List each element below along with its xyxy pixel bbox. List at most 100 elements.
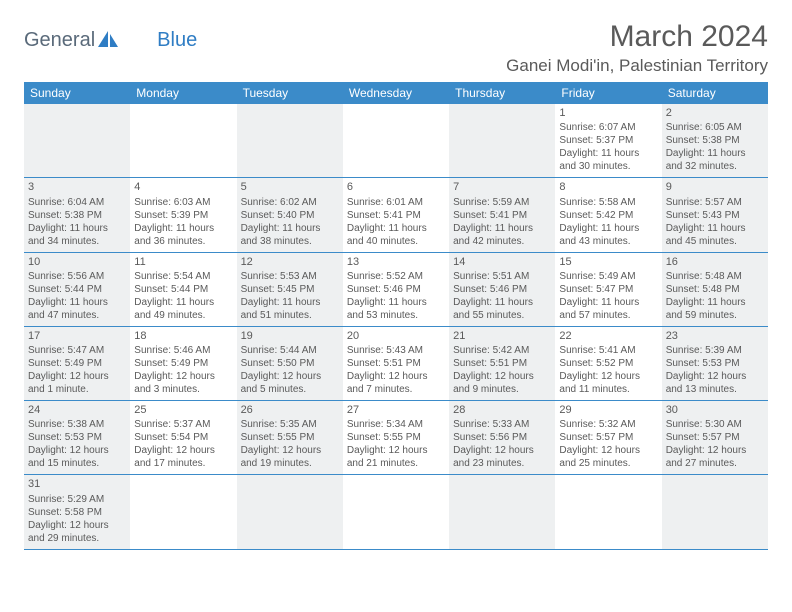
week-row: 3Sunrise: 6:04 AMSunset: 5:38 PMDaylight… [24, 178, 768, 252]
day-number: 4 [134, 180, 232, 194]
daylight-line: Daylight: 12 hours and 17 minutes. [134, 444, 232, 470]
weeks-container: 1Sunrise: 6:07 AMSunset: 5:37 PMDaylight… [24, 104, 768, 550]
day-number: 23 [666, 329, 764, 343]
day-cell: 22Sunrise: 5:41 AMSunset: 5:52 PMDayligh… [555, 327, 661, 400]
sunrise-line: Sunrise: 5:35 AM [241, 418, 339, 431]
sunrise-line: Sunrise: 5:54 AM [134, 270, 232, 283]
day-cell: 28Sunrise: 5:33 AMSunset: 5:56 PMDayligh… [449, 401, 555, 474]
week-row: 31Sunrise: 5:29 AMSunset: 5:58 PMDayligh… [24, 475, 768, 549]
day-cell: 23Sunrise: 5:39 AMSunset: 5:53 PMDayligh… [662, 327, 768, 400]
day-cell: 14Sunrise: 5:51 AMSunset: 5:46 PMDayligh… [449, 253, 555, 326]
sunrise-line: Sunrise: 6:07 AM [559, 121, 657, 134]
sunrise-line: Sunrise: 5:49 AM [559, 270, 657, 283]
day-cell: 10Sunrise: 5:56 AMSunset: 5:44 PMDayligh… [24, 253, 130, 326]
sunrise-line: Sunrise: 5:34 AM [347, 418, 445, 431]
sunrise-line: Sunrise: 5:59 AM [453, 196, 551, 209]
weekday-header-row: SundayMondayTuesdayWednesdayThursdayFrid… [24, 82, 768, 104]
sunset-line: Sunset: 5:54 PM [134, 431, 232, 444]
location: Ganei Modi'in, Palestinian Territory [506, 56, 768, 76]
day-cell [130, 104, 236, 177]
day-cell: 2Sunrise: 6:05 AMSunset: 5:38 PMDaylight… [662, 104, 768, 177]
day-cell: 13Sunrise: 5:52 AMSunset: 5:46 PMDayligh… [343, 253, 449, 326]
day-cell [237, 475, 343, 548]
daylight-line: Daylight: 11 hours and 40 minutes. [347, 222, 445, 248]
day-cell: 1Sunrise: 6:07 AMSunset: 5:37 PMDaylight… [555, 104, 661, 177]
daylight-line: Daylight: 12 hours and 21 minutes. [347, 444, 445, 470]
day-number: 2 [666, 106, 764, 120]
sunset-line: Sunset: 5:53 PM [666, 357, 764, 370]
day-cell [449, 475, 555, 548]
logo-text-gray: General [24, 30, 95, 50]
day-number: 21 [453, 329, 551, 343]
sunset-line: Sunset: 5:44 PM [28, 283, 126, 296]
day-cell: 3Sunrise: 6:04 AMSunset: 5:38 PMDaylight… [24, 178, 130, 251]
day-number: 10 [28, 255, 126, 269]
sunset-line: Sunset: 5:58 PM [28, 506, 126, 519]
day-cell: 6Sunrise: 6:01 AMSunset: 5:41 PMDaylight… [343, 178, 449, 251]
sunrise-line: Sunrise: 5:48 AM [666, 270, 764, 283]
sunset-line: Sunset: 5:57 PM [559, 431, 657, 444]
day-number: 8 [559, 180, 657, 194]
day-number: 24 [28, 403, 126, 417]
daylight-line: Daylight: 12 hours and 19 minutes. [241, 444, 339, 470]
sunrise-line: Sunrise: 5:29 AM [28, 493, 126, 506]
day-cell: 12Sunrise: 5:53 AMSunset: 5:45 PMDayligh… [237, 253, 343, 326]
sunrise-line: Sunrise: 5:41 AM [559, 344, 657, 357]
header: General Blue March 2024 Ganei Modi'in, P… [24, 20, 768, 76]
day-number: 19 [241, 329, 339, 343]
daylight-line: Daylight: 11 hours and 32 minutes. [666, 147, 764, 173]
sunset-line: Sunset: 5:38 PM [666, 134, 764, 147]
day-number: 22 [559, 329, 657, 343]
sunset-line: Sunset: 5:55 PM [347, 431, 445, 444]
day-number: 30 [666, 403, 764, 417]
daylight-line: Daylight: 11 hours and 59 minutes. [666, 296, 764, 322]
day-cell: 8 Sunrise: 5:58 AMSunset: 5:42 PMDaylight… [555, 178, 661, 251]
sunrise-line: Sunrise: 5:53 AM [241, 270, 339, 283]
day-number: 6 [347, 180, 445, 194]
sunrise-line: Sunrise: 5:57 AM [666, 196, 764, 209]
day-number: 18 [134, 329, 232, 343]
daylight-line: Daylight: 11 hours and 36 minutes. [134, 222, 232, 248]
day-cell [555, 475, 661, 548]
day-cell: 17Sunrise: 5:47 AMSunset: 5:49 PMDayligh… [24, 327, 130, 400]
day-cell [237, 104, 343, 177]
day-cell: 16Sunrise: 5:48 AMSunset: 5:48 PMDayligh… [662, 253, 768, 326]
sunset-line: Sunset: 5:57 PM [666, 431, 764, 444]
sunset-line: Sunset: 5:49 PM [134, 357, 232, 370]
week-row: 24Sunrise: 5:38 AMSunset: 5:53 PMDayligh… [24, 401, 768, 475]
month-title: March 2024 [506, 20, 768, 54]
weekday-header: Friday [555, 82, 661, 104]
day-number: 17 [28, 329, 126, 343]
day-number: 28 [453, 403, 551, 417]
day-number: 3 [28, 180, 126, 194]
sunset-line: Sunset: 5:51 PM [347, 357, 445, 370]
sunset-line: Sunset: 5:50 PM [241, 357, 339, 370]
week-row: 10Sunrise: 5:56 AMSunset: 5:44 PMDayligh… [24, 253, 768, 327]
day-cell: 9Sunrise: 5:57 AMSunset: 5:43 PMDaylight… [662, 178, 768, 251]
weekday-header: Wednesday [343, 82, 449, 104]
day-number: 25 [134, 403, 232, 417]
sunrise-line: Sunrise: 5:42 AM [453, 344, 551, 357]
weekday-header: Saturday [662, 82, 768, 104]
day-cell [343, 104, 449, 177]
sunrise-line: Sunrise: 5:47 AM [28, 344, 126, 357]
sunrise-line: Sunrise: 5:58 AM [559, 196, 657, 209]
day-cell: 25Sunrise: 5:37 AMSunset: 5:54 PMDayligh… [130, 401, 236, 474]
daylight-line: Daylight: 11 hours and 49 minutes. [134, 296, 232, 322]
day-cell [662, 475, 768, 548]
logo: General Blue [24, 28, 197, 51]
sunrise-line: Sunrise: 5:32 AM [559, 418, 657, 431]
daylight-line: Daylight: 11 hours and 51 minutes. [241, 296, 339, 322]
day-number: 1 [559, 106, 657, 120]
day-number: 15 [559, 255, 657, 269]
daylight-line: Daylight: 11 hours and 43 minutes. [559, 222, 657, 248]
daylight-line: Daylight: 12 hours and 11 minutes. [559, 370, 657, 396]
day-cell [24, 104, 130, 177]
daylight-line: Daylight: 11 hours and 57 minutes. [559, 296, 657, 322]
sunset-line: Sunset: 5:42 PM [559, 209, 657, 222]
day-number: 31 [28, 477, 126, 491]
weekday-header: Thursday [449, 82, 555, 104]
daylight-line: Daylight: 11 hours and 55 minutes. [453, 296, 551, 322]
sunset-line: Sunset: 5:39 PM [134, 209, 232, 222]
daylight-line: Daylight: 11 hours and 53 minutes. [347, 296, 445, 322]
